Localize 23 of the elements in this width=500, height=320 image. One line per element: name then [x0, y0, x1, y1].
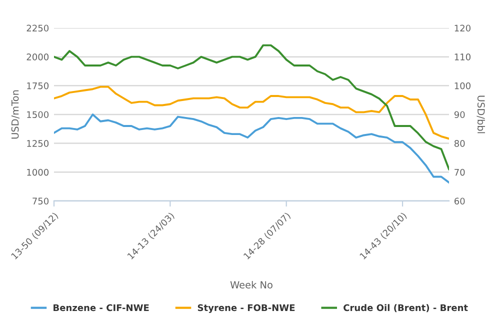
- y-tick-label: 1500: [27, 111, 49, 118]
- y-tick-label: 1250: [27, 140, 49, 147]
- y2-tick-label: 90: [454, 111, 465, 118]
- y-axis-title: USD/mTon: [11, 90, 20, 139]
- y-tick-label: 1750: [27, 82, 49, 90]
- y-tick-label: 2250: [26, 24, 49, 32]
- line-series: [54, 114, 449, 184]
- legend-label: Benzene - CIF-NWE: [54, 304, 149, 312]
- legend-label: Styrene - FOB-NWE: [198, 304, 295, 313]
- y-tick-label: 750: [32, 198, 49, 205]
- y2-tick-label: 80: [454, 140, 465, 147]
- y2-axis-title: USD/bbl: [476, 96, 485, 134]
- y2-tick-label: 60: [454, 198, 465, 205]
- y2-tick-label: 70: [454, 168, 465, 176]
- x-axis-title: Week No: [230, 280, 272, 288]
- y-tick-label: 1000: [27, 168, 49, 176]
- legend-label: Crude Oil (Brent) - Brent: [344, 304, 468, 312]
- y2-tick-label: 110: [454, 54, 470, 60]
- y2-tick-label: 100: [454, 82, 470, 90]
- line-series: [54, 86, 449, 140]
- line-series: [54, 44, 449, 170]
- y2-tick-label: 120: [454, 24, 470, 32]
- y-tick-label: 2000: [26, 54, 49, 60]
